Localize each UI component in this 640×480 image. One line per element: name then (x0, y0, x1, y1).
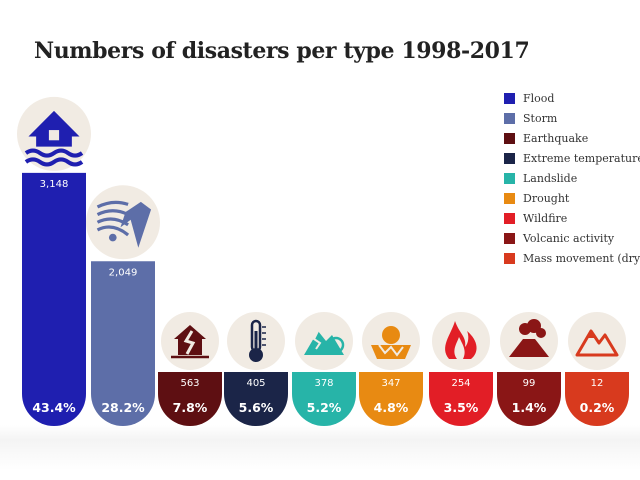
bar-8 (565, 372, 629, 426)
chart-title: Numbers of disasters per type 1998-2017 (34, 38, 530, 64)
percent-label-3: 5.6% (239, 400, 274, 415)
bar-7 (497, 372, 561, 426)
percent-label-8: 0.2% (580, 400, 615, 415)
legend-item: Wildfire (504, 208, 640, 228)
bar-2 (158, 372, 222, 426)
legend-item: Drought (504, 188, 640, 208)
legend-label: Mass movement (dry) (523, 251, 640, 265)
bar-6 (429, 372, 493, 426)
storm-icon (86, 185, 160, 260)
legend-label: Landslide (523, 171, 578, 185)
percent-label-6: 3.5% (444, 400, 479, 415)
legend-swatch (504, 172, 515, 184)
legend-item: Volcanic activity (504, 228, 640, 248)
value-label-4: 378 (314, 378, 333, 389)
legend-item: Extreme temperature (504, 148, 640, 168)
legend-item: Flood (504, 88, 640, 108)
percent-label-7: 1.4% (512, 400, 547, 415)
legend-swatch (504, 132, 515, 144)
legend-item: Earthquake (504, 128, 640, 148)
legend-label: Extreme temperature (523, 151, 640, 165)
bar-4 (292, 372, 356, 426)
legend-label: Drought (523, 191, 570, 205)
landslide-icon (295, 312, 353, 370)
percent-label-4: 5.2% (307, 400, 342, 415)
mountain-icon (568, 312, 626, 370)
bar-0 (22, 172, 86, 426)
legend-label: Storm (523, 111, 558, 125)
bar-1 (91, 261, 155, 426)
legend-label: Earthquake (523, 131, 589, 145)
value-label-1: 2,049 (109, 267, 138, 278)
volcano-icon (500, 312, 558, 370)
legend-item: Mass movement (dry) (504, 248, 640, 268)
value-label-2: 563 (180, 378, 199, 389)
legend-swatch (504, 252, 515, 264)
legend-swatch (504, 232, 515, 244)
legend-label: Wildfire (523, 211, 568, 225)
percent-label-5: 4.8% (374, 400, 409, 415)
value-label-0: 3,148 (40, 179, 69, 190)
legend-item: Storm (504, 108, 640, 128)
legend-swatch (504, 92, 515, 104)
percent-label-2: 7.8% (173, 400, 208, 415)
value-label-6: 254 (451, 378, 470, 389)
legend-label: Volcanic activity (523, 231, 615, 245)
value-label-3: 405 (246, 378, 265, 389)
flood-house-icon (17, 96, 91, 171)
earthquake-house-icon (161, 312, 219, 370)
percent-label-0: 43.4% (32, 400, 76, 415)
drought-icon (362, 312, 420, 370)
percent-label-1: 28.2% (101, 400, 145, 415)
value-label-5: 347 (381, 378, 400, 389)
chart-legend: Flood Storm Earthquake Extreme temperature L… (504, 88, 640, 268)
thermometer-icon (227, 312, 285, 370)
value-label-7: 99 (523, 378, 536, 389)
bar-5 (359, 372, 423, 426)
wildfire-icon (432, 312, 490, 370)
bar-3 (224, 372, 288, 426)
value-label-8: 12 (591, 378, 604, 389)
legend-swatch (504, 212, 515, 224)
legend-item: Landslide (504, 168, 640, 188)
legend-label: Flood (523, 91, 555, 105)
legend-swatch (504, 152, 515, 164)
legend-swatch (504, 192, 515, 204)
legend-swatch (504, 112, 515, 124)
